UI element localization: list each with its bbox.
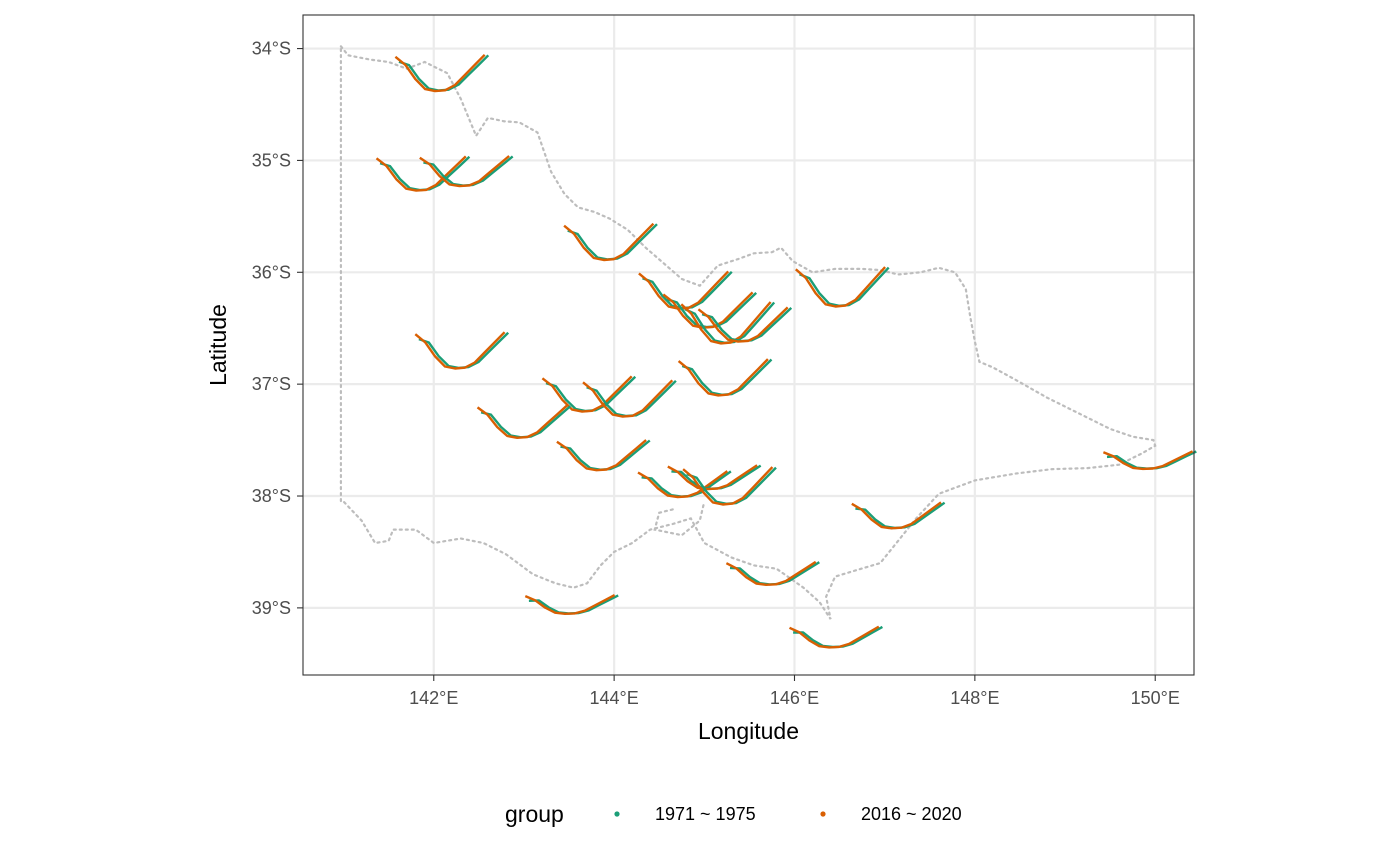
glyph-line-2016-2020 [725, 560, 817, 586]
bay-outline [653, 500, 706, 537]
glyph-line-2016-2020 [697, 306, 789, 343]
glyph-line-2016-2020 [682, 466, 774, 506]
x-axis-title: Longitude [698, 718, 799, 744]
glyph-line-2016-2020 [638, 270, 730, 310]
glyph-line-2016-2020 [662, 291, 754, 329]
x-tick-label: 150°E [1131, 688, 1180, 708]
glyph-layer [375, 53, 1197, 649]
grid-lines [303, 15, 1194, 675]
y-tick-label: 39°S [252, 598, 291, 618]
glyph-line-2016-2020 [476, 404, 568, 439]
state-outline [339, 45, 1157, 620]
x-tick-label: 146°E [770, 688, 819, 708]
y-tick-label: 37°S [252, 374, 291, 394]
legend: group 1971 ~ 1975 2016 ~ 2020 [505, 801, 962, 827]
glyph-line-2016-2020 [677, 358, 769, 397]
x-axis: 142°E 144°E 146°E 148°E 150°E [409, 675, 1180, 708]
glyph-line-2016-2020 [541, 375, 633, 413]
x-tick-label: 142°E [409, 688, 458, 708]
y-tick-label: 36°S [252, 262, 291, 282]
y-tick-label: 38°S [252, 486, 291, 506]
legend-key-2016-2020 [820, 811, 826, 817]
glyph-line-2016-2020 [788, 625, 880, 649]
glyph-line-2016-2020 [795, 266, 886, 308]
glyph-line-2016-2020 [637, 470, 729, 499]
glyph-line-2016-2020 [667, 464, 758, 491]
glyph-line-2016-2020 [375, 155, 467, 192]
legend-title: group [505, 801, 564, 827]
legend-key-1971-1975 [614, 811, 620, 817]
glyph-line-1971-1975 [418, 331, 510, 370]
panel-border [302, 14, 1195, 676]
glyph-line-2016-2020 [394, 53, 486, 93]
glyph-line-1971-1975 [681, 358, 773, 396]
glyph-line-2016-2020 [1102, 450, 1194, 471]
glyph-line-2016-2020 [563, 222, 655, 262]
glyph-line-2016-2020 [556, 439, 647, 472]
y-tick-label: 35°S [252, 150, 291, 170]
glyph-line-2016-2020 [851, 501, 942, 530]
legend-label-1971-1975: 1971 ~ 1975 [655, 804, 756, 824]
glyph-line-2016-2020 [680, 301, 772, 345]
glyph-line-2016-2020 [582, 379, 674, 418]
glyph-line-2016-2020 [524, 594, 616, 615]
glyph-line-1971-1975 [567, 223, 658, 261]
y-axis-title: Latitude [205, 304, 231, 386]
glyph-line-2016-2020 [419, 155, 510, 188]
legend-label-2016-2020: 2016 ~ 2020 [861, 804, 962, 824]
x-tick-label: 144°E [590, 688, 639, 708]
y-tick-label: 34°S [252, 39, 291, 59]
glyph-line-2016-2020 [414, 331, 506, 370]
x-tick-label: 148°E [950, 688, 999, 708]
y-axis: 34°S 35°S 36°S 37°S 38°S 39°S [252, 39, 303, 618]
state-boundary [339, 45, 1157, 620]
